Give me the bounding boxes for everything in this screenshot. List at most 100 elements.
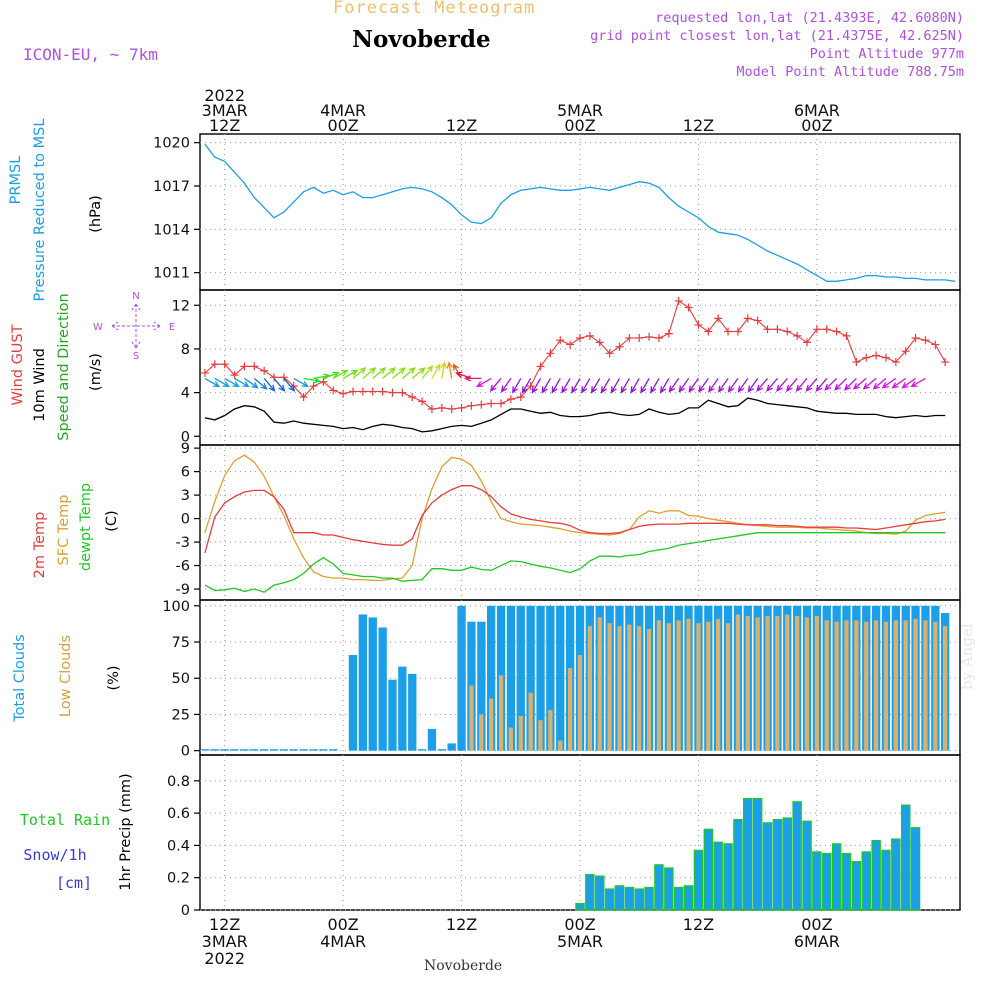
low-cloud-bar — [637, 626, 642, 751]
rain-bar — [841, 852, 852, 911]
wind-direction-arrow — [293, 377, 309, 388]
y-tick-label: -3 — [176, 535, 190, 551]
footer-location: Novoberde — [424, 958, 503, 974]
gust-marker — [329, 386, 338, 395]
rain-bar — [752, 797, 763, 911]
gridpoint-coords: grid point closest lon,lat (21.4375E, 42… — [590, 28, 964, 44]
total-cloud-bar — [427, 728, 437, 751]
total-cloud-bar — [269, 749, 279, 751]
y-tick-label: 12 — [172, 298, 190, 314]
low-cloud-bar — [597, 617, 602, 751]
y-tick-label: 0 — [181, 903, 190, 919]
temp2m-label: 2m Temp — [32, 512, 48, 579]
point-altitude: Point Altitude 977m — [809, 46, 964, 62]
rain-bar — [861, 851, 871, 911]
gust-marker — [299, 392, 308, 401]
wind-direction-arrow — [244, 377, 259, 389]
gust-marker — [872, 351, 881, 360]
wind-direction-arrow — [512, 378, 522, 394]
wind-direction-arrow — [766, 377, 778, 392]
temp-unit-label: (C) — [104, 510, 120, 531]
rain-bar — [891, 838, 901, 911]
low-cloud-bar — [775, 615, 780, 751]
total-cloud-bar — [358, 614, 367, 751]
gust-marker — [497, 399, 506, 408]
top-time-label: 00Z — [801, 116, 832, 135]
gust-marker — [536, 362, 545, 371]
y-tick-label: 75 — [172, 635, 190, 651]
gust-marker — [437, 403, 446, 412]
gust-label: Wind GUST — [10, 324, 26, 405]
gust-marker — [408, 392, 417, 401]
wind-direction-arrow — [489, 377, 502, 392]
low-cloud-bar — [548, 710, 553, 751]
low-cloud-bar — [943, 626, 948, 751]
low-cloud-bar — [666, 623, 671, 751]
y-tick-label: 25 — [172, 707, 190, 723]
low-cloud-bar — [844, 620, 849, 751]
gust-marker — [822, 325, 831, 334]
wind-direction-arrow — [541, 378, 551, 394]
low-cloud-bar — [498, 675, 504, 751]
total-cloud-bar — [536, 605, 545, 751]
wind-direction-arrow — [382, 367, 397, 379]
top-time-label: 2022 — [204, 86, 245, 105]
gust-marker — [921, 336, 930, 345]
wind-direction-arrow — [834, 377, 847, 391]
y-tick-label: 6 — [181, 465, 190, 481]
y-tick-label: 100 — [162, 599, 190, 615]
low-cloud-bar — [568, 668, 573, 751]
top-time-label: 12Z — [209, 116, 240, 135]
gust-marker — [654, 334, 663, 343]
bottom-time-label: 2022 — [204, 949, 245, 968]
rain-bar — [812, 851, 822, 911]
gust-marker — [319, 377, 328, 386]
gust-marker — [220, 360, 229, 369]
rain-bar — [644, 886, 654, 911]
top-time-label: 4MAR — [320, 101, 366, 120]
low-cloud-bar — [627, 624, 632, 751]
y-tick-label: 1014 — [153, 222, 190, 238]
low-cloud-bar — [804, 617, 810, 751]
total-rain-label: Total Rain — [20, 811, 110, 829]
gust-marker — [556, 336, 565, 345]
wind-direction-arrow — [678, 378, 690, 393]
low-cloud-bar — [469, 685, 474, 751]
wind-label: 10m Wind — [32, 348, 48, 422]
wind-direction-arrow — [650, 378, 660, 394]
bottom-time-label: 00Z — [564, 915, 595, 934]
bottom-time-label: 5MAR — [557, 932, 603, 951]
rain-bar — [614, 885, 625, 911]
rain-bar — [831, 843, 842, 911]
low-cloud-bar — [824, 620, 829, 751]
rain-bar — [585, 873, 595, 911]
requested-coords: requested lon,lat (21.4393E, 42.6080N) — [655, 10, 964, 26]
rain-bar — [871, 839, 881, 911]
gust-marker — [684, 303, 693, 312]
pressure-series-line — [204, 143, 956, 282]
rain-bar — [594, 875, 605, 911]
low-cloud-bar — [735, 614, 741, 751]
total-cloud-bar — [250, 749, 259, 751]
wind-direction-arrow — [521, 378, 532, 394]
bottom-time-label: 3MAR — [202, 932, 248, 951]
rain-bar — [604, 888, 615, 911]
gust-marker — [585, 331, 594, 340]
top-time-label: 12Z — [446, 116, 477, 135]
rain-bar — [673, 886, 684, 911]
y-tick-label: 0 — [181, 512, 190, 528]
low-cloud-bar — [607, 623, 612, 751]
wind-direction-arrow — [660, 378, 670, 394]
low-cloud-bar — [656, 620, 662, 751]
low-cloud-bar — [864, 621, 869, 751]
gust-marker — [230, 371, 239, 380]
total-cloud-bar — [388, 679, 397, 751]
wind-direction-arrow — [283, 377, 296, 392]
gust-marker — [852, 358, 861, 367]
rain-bar — [703, 828, 714, 911]
rain-bar — [772, 818, 783, 911]
bottom-time-label: 6MAR — [794, 932, 840, 951]
gust-marker — [625, 334, 634, 343]
gust-marker — [664, 329, 673, 338]
